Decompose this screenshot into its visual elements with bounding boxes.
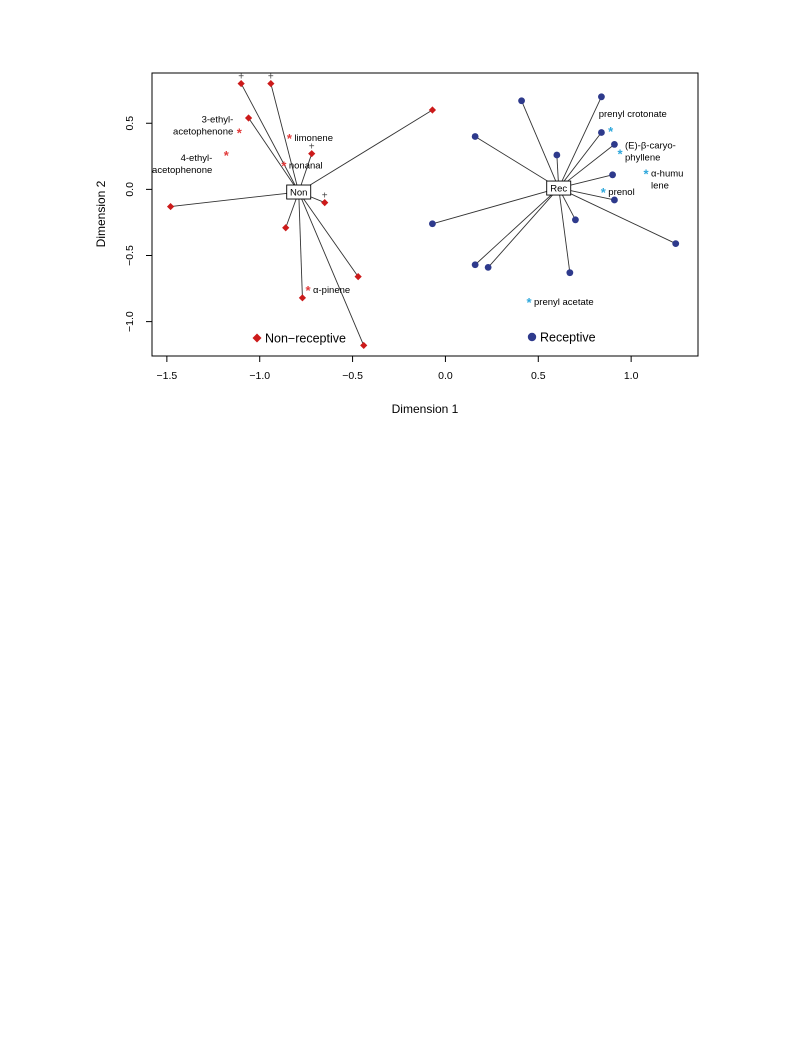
y-tick-label: −0.5 <box>124 245 136 266</box>
non-receptive-point <box>166 202 175 211</box>
spoke-line <box>474 187 560 266</box>
x-axis-title: Dimension 1 <box>392 402 459 416</box>
compound-label: nonanal <box>289 161 323 172</box>
legend-receptive-label: Receptive <box>540 331 596 345</box>
compound-label: limonene <box>294 133 333 144</box>
compound-asterisk: * <box>526 295 532 310</box>
non-receptive-point <box>282 224 290 232</box>
centroid-box <box>546 180 572 196</box>
legend-non-receptive-label: Non−receptive <box>265 332 346 346</box>
receptive-point <box>484 263 492 271</box>
non-receptive-point <box>360 341 368 350</box>
spoke-lines <box>170 83 676 346</box>
compound-asterisk: * <box>224 148 230 163</box>
spoke-line <box>432 187 559 225</box>
compound-asterisk: * <box>281 159 287 174</box>
y-axis: −1.0 −0.5 0.0 0.5 <box>124 116 152 332</box>
compound-asterisk: * <box>601 185 607 200</box>
y-tick-label: 0.0 <box>124 182 136 197</box>
non-receptive-point <box>237 79 245 88</box>
compound-label: 4-ethyl-acetophenone <box>152 153 212 176</box>
receptive-point <box>598 93 605 101</box>
x-axis: −1.5 −1.0 −0.5 0.0 0.5 1.0 <box>156 356 639 382</box>
y-axis-title: Dimension 2 <box>94 180 108 247</box>
spoke-line <box>298 192 303 298</box>
x-tick-label: 0.0 <box>438 370 453 382</box>
compound-asterisk: * <box>237 126 243 141</box>
receptive-point <box>471 133 479 140</box>
receptive-point <box>609 171 616 179</box>
receptive-point <box>553 151 561 159</box>
centroid-label: Non <box>290 188 307 199</box>
compound-asterisk: * <box>305 283 311 298</box>
receptive-point <box>518 97 525 105</box>
receptive-point <box>429 220 436 228</box>
spoke-line <box>270 83 300 193</box>
y-tick-label: 0.5 <box>124 116 136 131</box>
plus-marker: + <box>309 142 315 153</box>
receptive-point <box>611 196 618 204</box>
plot-frame <box>151 72 699 357</box>
group-centroids: Non Rec <box>286 180 572 200</box>
data-points: + + + + <box>166 72 680 350</box>
receptive-point <box>572 216 579 224</box>
compound-label: prenyl crotonate <box>599 109 667 120</box>
compound-label: (E)-β-caryo-phyllene <box>625 141 676 164</box>
receptive-point <box>598 129 605 136</box>
spoke-line <box>474 136 559 189</box>
plus-marker: + <box>268 72 274 83</box>
receptive-point <box>672 240 680 247</box>
spoke-line <box>558 96 602 189</box>
plus-marker: + <box>322 191 328 202</box>
non-receptive-point <box>244 114 253 122</box>
receptive-point <box>566 269 574 277</box>
non-receptive-point <box>298 294 307 302</box>
receptive-point <box>611 141 618 148</box>
compound-asterisk: * <box>617 147 623 162</box>
spoke-line <box>558 187 676 244</box>
legend-receptive-symbol <box>527 332 537 342</box>
non-receptive-point <box>428 106 437 114</box>
spoke-line <box>240 83 300 193</box>
non-receptive-point <box>321 198 329 207</box>
compound-annotations: * 3-ethyl-acetophenone * 4-ethyl-acetopheno… <box>152 109 683 310</box>
non-receptive-point <box>267 79 275 88</box>
compound-label: 3-ethyl-acetophenone <box>173 115 233 138</box>
spoke-line <box>298 191 365 346</box>
x-tick-label: 0.5 <box>531 370 546 382</box>
centroid-box <box>286 184 312 200</box>
centroid-label: Rec <box>550 184 567 195</box>
compound-asterisk: * <box>608 124 614 139</box>
spoke-line <box>521 100 560 189</box>
receptive-point <box>471 261 479 269</box>
spoke-line <box>298 191 359 277</box>
compound-asterisk: * <box>287 131 293 146</box>
plus-marker: + <box>238 72 244 83</box>
spoke-line <box>248 117 300 193</box>
x-tick-label: −0.5 <box>342 370 363 382</box>
legend: Non−receptive Receptive <box>252 331 596 346</box>
legend-non-receptive-symbol <box>252 333 262 343</box>
non-receptive-point <box>354 273 362 281</box>
x-tick-label: −1.0 <box>249 370 270 382</box>
compound-label: prenyl acetate <box>534 297 594 308</box>
spoke-line <box>558 132 602 189</box>
compound-label: α-pinene <box>313 285 350 296</box>
spoke-line <box>487 187 560 268</box>
compound-asterisk: * <box>643 167 649 182</box>
x-tick-label: 1.0 <box>624 370 639 382</box>
spoke-line <box>558 187 571 273</box>
non-receptive-point <box>308 150 316 158</box>
spoke-line <box>170 191 299 208</box>
y-tick-label: −1.0 <box>124 311 136 332</box>
compound-label: prenol <box>608 187 634 198</box>
compound-label: α-humu lene <box>651 169 683 192</box>
spoke-line <box>298 109 433 193</box>
x-tick-label: −1.5 <box>156 370 177 382</box>
